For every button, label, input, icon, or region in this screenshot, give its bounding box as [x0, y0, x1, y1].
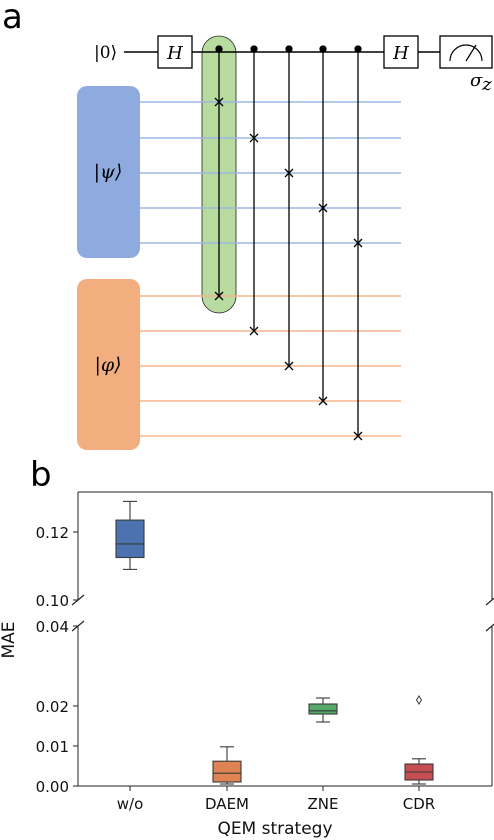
swap-marks-1 — [214, 97, 224, 301]
x-tick-label: DAEM — [205, 795, 249, 813]
hadamard-gate-1 — [157, 35, 193, 69]
control-dot-5 — [354, 45, 362, 53]
meter-arc-icon — [449, 44, 483, 62]
x-tick-label: ZNE — [308, 795, 339, 813]
swap-marks-4 — [318, 203, 328, 406]
y-tick-label: 0.02 — [36, 698, 69, 716]
ancilla-state-label: |0⟩ — [94, 43, 117, 63]
upper-axes — [77, 491, 493, 600]
box-ZNE — [308, 703, 338, 715]
control-dot-4 — [319, 45, 327, 53]
x-tick-label: w/o — [117, 795, 144, 813]
box-DAEM — [212, 760, 242, 783]
box-w/o — [115, 519, 145, 559]
box-plot-panel: b 0.12 0.10 0.04 — [0, 455, 494, 839]
swap-marks-3 — [284, 168, 294, 371]
x-axis-label: QEM strategy — [217, 819, 332, 839]
meter-needle-icon — [465, 44, 477, 62]
control-dot-2 — [250, 45, 258, 53]
y-tick-label: 0.00 — [36, 778, 69, 796]
outlier-point — [415, 695, 423, 705]
phi-register — [77, 279, 140, 450]
control-dot-1 — [215, 45, 223, 53]
controlled-swaps — [214, 45, 363, 441]
axis-break-marks — [71, 594, 494, 632]
y-tick-label: 0.04 — [36, 618, 69, 636]
y-axis-label: MAE — [0, 621, 19, 658]
circuit-panel: a |0⟩ H H σz |ψ⟩ |φ⟩ — [2, 0, 493, 450]
measurement-box — [439, 35, 493, 69]
psi-state-label: |ψ⟩ — [94, 161, 123, 183]
hadamard-gate-2 — [383, 35, 419, 69]
boxes-layer — [115, 500, 434, 785]
swap-marks-2 — [249, 133, 259, 336]
psi-wires — [140, 101, 401, 244]
phi-state-label: |φ⟩ — [94, 354, 121, 376]
hadamard-label-2: H — [392, 43, 409, 64]
y-tick-label: 0.10 — [36, 592, 69, 610]
upper-y-ticks: 0.12 0.10 — [36, 524, 78, 610]
y-tick-label: 0.01 — [36, 738, 69, 756]
lower-axes — [77, 626, 493, 787]
x-tick-label: CDR — [403, 795, 435, 813]
lower-y-ticks: 0.04 0.02 0.01 0.00 — [36, 618, 78, 796]
panel-letter-b: b — [30, 455, 52, 495]
swap-marks-5 — [353, 238, 363, 441]
y-tick-label: 0.12 — [36, 524, 69, 542]
measurement-label: σz — [470, 70, 492, 95]
control-dot-3 — [285, 45, 293, 53]
psi-register — [77, 86, 140, 258]
x-ticks: w/o DAEM ZNE CDR — [117, 786, 435, 813]
hadamard-label-1: H — [166, 43, 183, 64]
phi-wires — [140, 295, 401, 437]
panel-letter-a: a — [2, 0, 23, 37]
